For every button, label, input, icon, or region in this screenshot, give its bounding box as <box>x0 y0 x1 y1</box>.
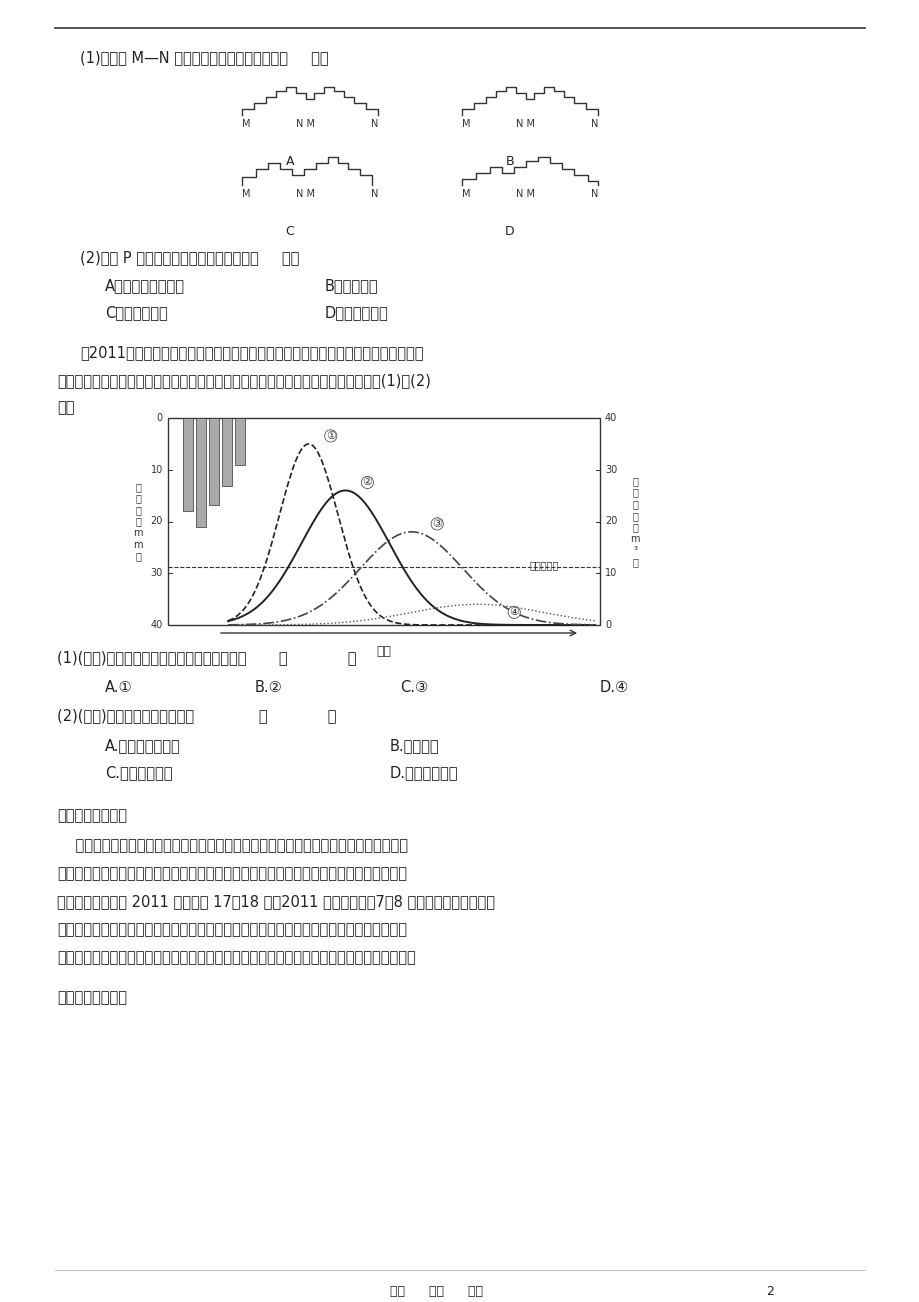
Text: N: N <box>590 118 597 129</box>
Text: C．远离市中心: C．远离市中心 <box>105 305 167 320</box>
Text: B: B <box>505 155 514 168</box>
Text: 30: 30 <box>151 568 163 578</box>
Text: 用心      爱心      专心                                                              : 用心 爱心 专心 <box>390 1285 774 1298</box>
Text: 本专题从考查内容上看，主要考查城市的空间形态、结构，功能区的形成，城市的发展: 本专题从考查内容上看，主要考查城市的空间形态、结构，功能区的形成，城市的发展 <box>57 838 407 853</box>
Text: N M: N M <box>296 118 315 129</box>
Text: 题。: 题。 <box>57 400 74 415</box>
Text: M: M <box>242 118 250 129</box>
Text: 30: 30 <box>605 465 617 475</box>
Text: 下径流过程线、城市化后的洪水过程线和修建水库后的洪水过程线示意图。读图回答(1)～(2): 下径流过程线、城市化后的洪水过程线和修建水库后的洪水过程线示意图。读图回答(1)… <box>57 372 430 388</box>
Text: (1)与图中 M—N 一线地价等级变化相符的是（     ）。: (1)与图中 M—N 一线地价等级变化相符的是（ ）。 <box>80 49 328 65</box>
Text: B．交通不便: B．交通不便 <box>324 279 379 293</box>
Text: (1)(双选)人类活动影响下形成的洪水过程线是       （             ）: (1)(双选)人类活动影响下形成的洪水过程线是 （ ） <box>57 650 357 665</box>
Text: 【高考命题剖析】: 【高考命题剖析】 <box>57 809 127 823</box>
Text: 10: 10 <box>605 568 617 578</box>
Text: 0: 0 <box>605 620 610 630</box>
Text: 力考查看，主要考查信息的提取能力、归纳总结能力、知识迁移能力与理论联系实际的能力。: 力考查看，主要考查信息的提取能力、归纳总结能力、知识迁移能力与理论联系实际的能力… <box>57 950 415 965</box>
Text: ③: ③ <box>432 519 442 529</box>
Text: C: C <box>285 225 294 238</box>
Text: N M: N M <box>516 118 535 129</box>
Bar <box>183 418 193 512</box>
Text: 0: 0 <box>157 413 163 423</box>
Text: D.④: D.④ <box>599 680 629 695</box>
Text: A.①: A.① <box>105 680 132 695</box>
Text: （2011年江苏卷）下图为同一降水过程形成的自然状态的洪水过程线、自然状态的地: （2011年江苏卷）下图为同一降水过程形成的自然状态的洪水过程线、自然状态的地 <box>80 345 423 359</box>
Text: 径
流
量
（
亿
m
³
）: 径 流 量 （ 亿 m ³ ） <box>630 477 639 568</box>
Text: 降
水
量
（
m
m
）: 降 水 量 （ m m ） <box>133 482 142 561</box>
Text: 及对地理环境的影响，城市区位因素的考查将密切联系初中地理内容，由单一知识考查向综: 及对地理环境的影响，城市区位因素的考查将密切联系初中地理内容，由单一知识考查向综 <box>57 866 406 881</box>
Text: M: M <box>461 189 470 199</box>
Bar <box>209 418 219 505</box>
Text: ①: ① <box>325 431 335 441</box>
Bar <box>234 418 244 465</box>
Text: 平均洪水位: 平均洪水位 <box>529 560 559 570</box>
Text: D．受铁路影响: D．受铁路影响 <box>324 305 389 320</box>
Text: A.兴建污水处理厂: A.兴建污水处理厂 <box>105 738 180 753</box>
Text: M: M <box>242 189 250 199</box>
Bar <box>196 418 206 527</box>
Text: D.完善排水系统: D.完善排水系统 <box>390 766 458 780</box>
Text: 20: 20 <box>151 517 163 526</box>
Text: N: N <box>370 189 378 199</box>
Text: N M: N M <box>296 189 315 199</box>
Text: 10: 10 <box>151 465 163 475</box>
Text: ②: ② <box>362 478 372 487</box>
Text: 有综合题也有选择题。但常以图表资料、区域图或与现实相关的图文材料为呈现方式。从能: 有综合题也有选择题。但常以图表资料、区域图或与现实相关的图文材料为呈现方式。从能 <box>57 922 406 937</box>
Text: N M: N M <box>516 189 535 199</box>
Text: N: N <box>590 189 597 199</box>
Text: 合性方向发展，如 2011 江苏高考 17～18 题、2011 山东高考文综7～8 题。从考查方式上看，: 合性方向发展，如 2011 江苏高考 17～18 题、2011 山东高考文综7～… <box>57 894 494 909</box>
Text: (2)(双选)防治城市内涝的措施有              （             ）: (2)(双选)防治城市内涝的措施有 （ ） <box>57 708 336 723</box>
Bar <box>221 418 232 487</box>
Text: 时间: 时间 <box>376 644 391 658</box>
Text: 20: 20 <box>605 517 617 526</box>
Text: D: D <box>505 225 515 238</box>
Text: A: A <box>286 155 294 168</box>
Text: 40: 40 <box>151 620 163 630</box>
Text: C.加强道路建设: C.加强道路建设 <box>105 766 173 780</box>
Text: B.疏浚河道: B.疏浚河道 <box>390 738 439 753</box>
Text: 【高考冲刺策略】: 【高考冲刺策略】 <box>57 990 127 1005</box>
Text: (2)图中 P 区域地价低于周边地区是因为（     ）。: (2)图中 P 区域地价低于周边地区是因为（ ）。 <box>80 250 299 266</box>
Text: B.②: B.② <box>255 680 282 695</box>
Text: N: N <box>370 118 378 129</box>
Bar <box>168 418 599 625</box>
Text: 40: 40 <box>605 413 617 423</box>
Text: ④: ④ <box>509 607 518 617</box>
Text: A．土地形状不规整: A．土地形状不规整 <box>105 279 185 293</box>
Text: M: M <box>461 118 470 129</box>
Text: C.③: C.③ <box>400 680 427 695</box>
